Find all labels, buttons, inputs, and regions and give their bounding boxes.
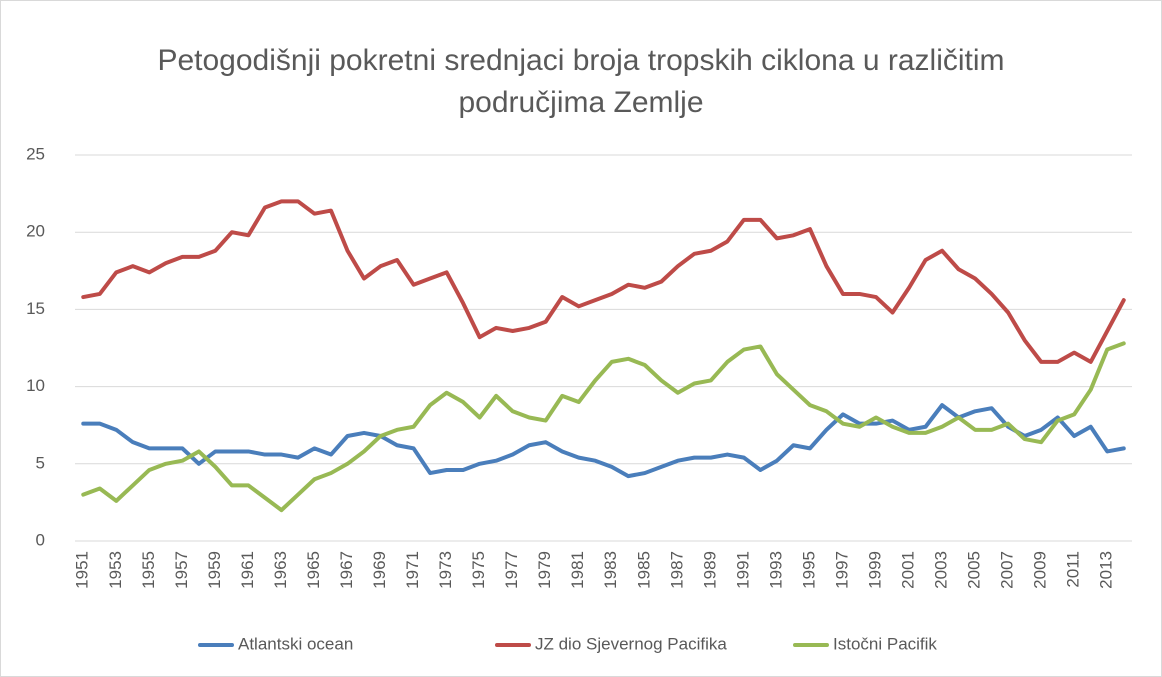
- x-tick-label: 2009: [1031, 551, 1050, 589]
- x-tick-label: 1977: [502, 551, 521, 589]
- y-tick-label: 10: [26, 376, 45, 395]
- x-tick-label: 1991: [733, 551, 752, 589]
- series-line: [81, 341, 1126, 513]
- x-tick-label: 1973: [436, 551, 455, 589]
- legend-label: Istočni Pacifik: [833, 634, 937, 653]
- x-tick-label: 1965: [304, 551, 323, 589]
- x-tick-label: 1993: [766, 551, 785, 589]
- x-tick-label: 1999: [865, 551, 884, 589]
- series-line: [81, 199, 1126, 364]
- y-tick-label: 5: [36, 453, 45, 472]
- x-tick-label: 2005: [965, 551, 984, 589]
- x-tick-label: 1957: [172, 551, 191, 589]
- y-tick-label: 25: [26, 144, 45, 163]
- x-tick-label: 1953: [106, 551, 125, 589]
- x-tick-label: 1951: [73, 551, 92, 589]
- x-tick-label: 2013: [1097, 551, 1116, 589]
- legend-label: Atlantski ocean: [238, 634, 353, 653]
- y-tick-label: 15: [26, 299, 45, 318]
- x-tick-label: 1959: [205, 551, 224, 589]
- x-tick-label: 1967: [337, 551, 356, 589]
- x-tick-label: 1961: [238, 551, 257, 589]
- x-tick-label: 2003: [932, 551, 951, 589]
- chart-title: Petogodišnji pokretni srednjaci broja tr…: [157, 44, 1005, 119]
- y-tick-label: 0: [36, 530, 45, 549]
- x-tick-label: 1969: [370, 551, 389, 589]
- x-tick-label: 1985: [634, 551, 653, 589]
- x-tick-label: 2007: [998, 551, 1017, 589]
- x-tick-label: 1963: [271, 551, 290, 589]
- x-tick-label: 1975: [469, 551, 488, 589]
- x-tick-label: 1971: [403, 551, 422, 589]
- y-tick-label: 20: [26, 222, 45, 241]
- x-tick-label: 2011: [1064, 551, 1083, 588]
- series-line: [81, 403, 1126, 479]
- x-tick-label: 1995: [799, 551, 818, 589]
- x-tick-label: 1997: [832, 551, 851, 589]
- x-tick-label: 1955: [139, 551, 158, 589]
- x-tick-label: 1979: [535, 551, 554, 589]
- x-tick-label: 1987: [667, 551, 686, 589]
- x-tick-label: 2001: [899, 551, 918, 589]
- x-tick-label: 1981: [568, 551, 587, 589]
- x-tick-label: 1989: [700, 551, 719, 589]
- x-tick-label: 1983: [601, 551, 620, 589]
- legend-label: JZ dio Sjevernog Pacifika: [535, 634, 727, 653]
